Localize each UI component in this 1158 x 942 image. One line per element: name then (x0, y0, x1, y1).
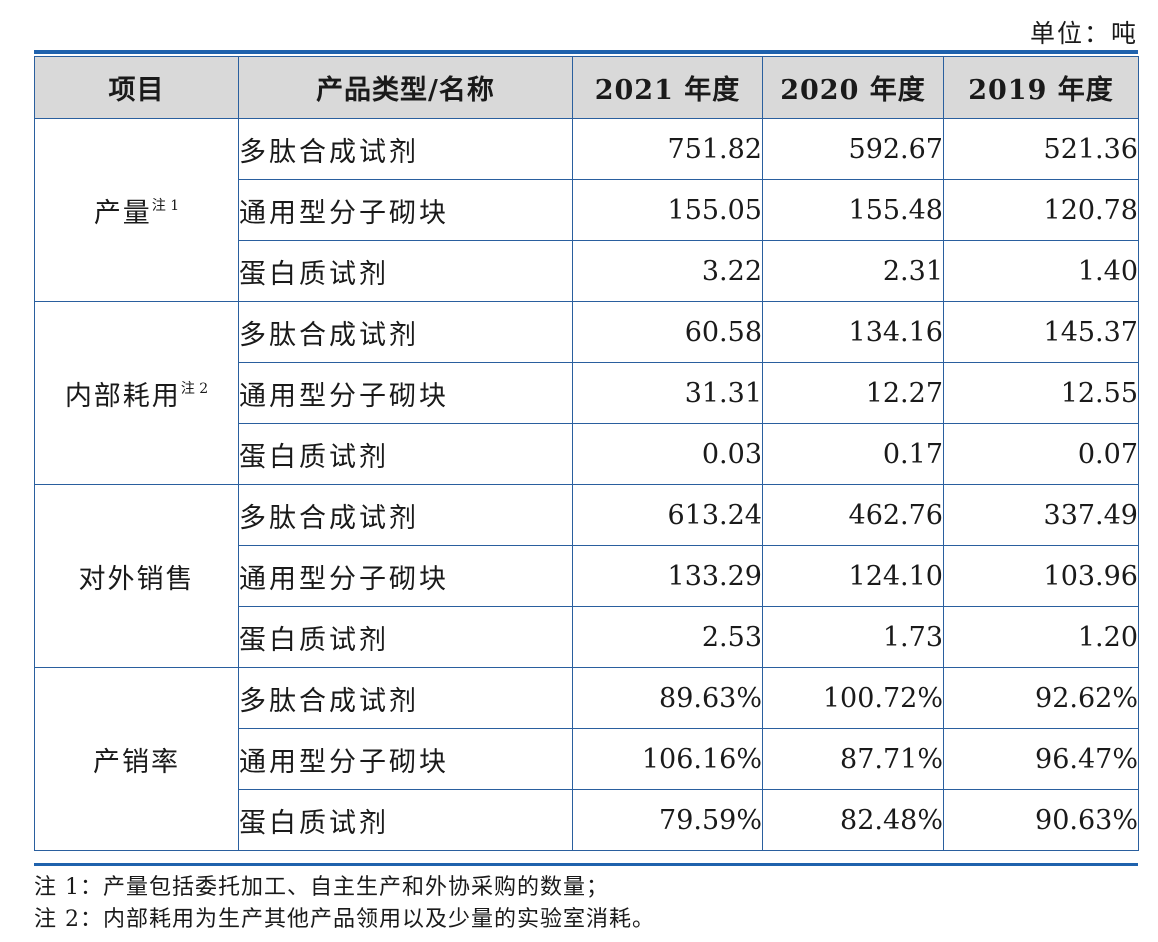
value-2020: 82.48% (762, 789, 944, 851)
footnote-1: 注 1：产量包括委托加工、自主生产和外协采购的数量； (34, 875, 609, 900)
category-cell: 产量注 1 (34, 118, 239, 302)
production-sales-table: 项目 产品类型/名称 2021 年度 2020 年度 2019 年度 产量注 1… (34, 56, 1139, 851)
value-2020: 134.16 (762, 301, 944, 363)
bottom-rule (34, 863, 1138, 866)
value-2020: 0.17 (762, 423, 944, 485)
note-mark: 注 1 (151, 197, 180, 214)
product-name: 蛋白质试剂 (238, 606, 573, 668)
value-2019: 0.07 (943, 423, 1139, 485)
value-2021: 106.16% (572, 728, 763, 790)
value-2019: 337.49 (943, 484, 1139, 546)
value-2019: 145.37 (943, 301, 1139, 363)
category-label: 产销率 (93, 746, 180, 778)
product-name: 蛋白质试剂 (238, 423, 573, 485)
value-2020: 100.72% (762, 667, 944, 729)
value-2019: 96.47% (943, 728, 1139, 790)
value-2020: 155.48 (762, 179, 944, 241)
footnote-2: 注 2：内部耗用为生产其他产品领用以及少量的实验室消耗。 (34, 907, 655, 932)
category-label: 产量 (93, 197, 152, 229)
value-2019: 1.40 (943, 240, 1139, 302)
value-2019: 1.20 (943, 606, 1139, 668)
value-2021: 133.29 (572, 545, 763, 607)
table-row: 蛋白质试剂 3.22 2.31 1.40 (35, 240, 1139, 302)
value-2020: 2.31 (762, 240, 944, 302)
table-row: 通用型分子砌块 106.16% 87.71% 96.47% (35, 728, 1139, 790)
product-name: 多肽合成试剂 (238, 667, 573, 729)
value-2019: 103.96 (943, 545, 1139, 607)
value-2019: 120.78 (943, 179, 1139, 241)
table-row: 对外销售 多肽合成试剂 613.24 462.76 337.49 (34, 484, 1139, 668)
value-2020: 462.76 (762, 484, 944, 546)
table-row: 蛋白质试剂 2.53 1.73 1.20 (35, 606, 1139, 668)
product-name: 多肽合成试剂 (238, 118, 573, 180)
table-row: 产量注 1 多肽合成试剂 751.82 592.67 521.36 (34, 118, 1139, 302)
value-2021: 3.22 (572, 240, 763, 302)
value-2021: 155.05 (572, 179, 763, 241)
header-2020: 2020 年度 (762, 56, 944, 119)
header-row: 项目 产品类型/名称 2021 年度 2020 年度 2019 年度 (34, 56, 1139, 119)
header-product: 产品类型/名称 (238, 56, 573, 119)
product-name: 多肽合成试剂 (238, 484, 573, 546)
product-name: 通用型分子砌块 (238, 362, 573, 424)
table-row: 蛋白质试剂 79.59% 82.48% 90.63% (35, 789, 1139, 851)
category-cell: 对外销售 (34, 484, 239, 668)
value-2021: 751.82 (572, 118, 763, 180)
value-2020: 124.10 (762, 545, 944, 607)
product-name: 通用型分子砌块 (238, 179, 573, 241)
value-2019: 90.63% (943, 789, 1139, 851)
value-2020: 87.71% (762, 728, 944, 790)
value-2021: 0.03 (572, 423, 763, 485)
table-row: 通用型分子砌块 133.29 124.10 103.96 (35, 545, 1139, 607)
value-2020: 1.73 (762, 606, 944, 668)
value-2021: 60.58 (572, 301, 763, 363)
value-2021: 79.59% (572, 789, 763, 851)
product-name: 通用型分子砌块 (238, 728, 573, 790)
value-2019: 12.55 (943, 362, 1139, 424)
unit-label: 单位：吨 (1029, 19, 1138, 48)
table-row: 产销率 多肽合成试剂 89.63% 100.72% 92.62% (34, 667, 1139, 851)
product-name: 蛋白质试剂 (238, 240, 573, 302)
header-2019: 2019 年度 (943, 56, 1139, 119)
header-2021: 2021 年度 (572, 56, 763, 119)
header-item: 项目 (34, 56, 239, 119)
product-name: 多肽合成试剂 (238, 301, 573, 363)
category-cell: 内部耗用注 2 (34, 301, 239, 485)
value-2021: 31.31 (572, 362, 763, 424)
category-label: 对外销售 (78, 563, 195, 595)
note-mark: 注 2 (180, 380, 209, 397)
value-2019: 92.62% (943, 667, 1139, 729)
product-name: 蛋白质试剂 (238, 789, 573, 851)
category-label: 内部耗用 (64, 380, 181, 412)
footnotes: 注 1：产量包括委托加工、自主生产和外协采购的数量； 注 2：内部耗用为生产其他… (34, 872, 655, 936)
table-row: 蛋白质试剂 0.03 0.17 0.07 (35, 423, 1139, 485)
value-2021: 2.53 (572, 606, 763, 668)
value-2020: 592.67 (762, 118, 944, 180)
table-row: 内部耗用注 2 多肽合成试剂 60.58 134.16 145.37 (34, 301, 1139, 485)
value-2021: 613.24 (572, 484, 763, 546)
top-rule (34, 50, 1138, 54)
product-name: 通用型分子砌块 (238, 545, 573, 607)
table-row: 通用型分子砌块 31.31 12.27 12.55 (35, 362, 1139, 424)
value-2020: 12.27 (762, 362, 944, 424)
value-2021: 89.63% (572, 667, 763, 729)
category-cell: 产销率 (34, 667, 239, 851)
value-2019: 521.36 (943, 118, 1139, 180)
